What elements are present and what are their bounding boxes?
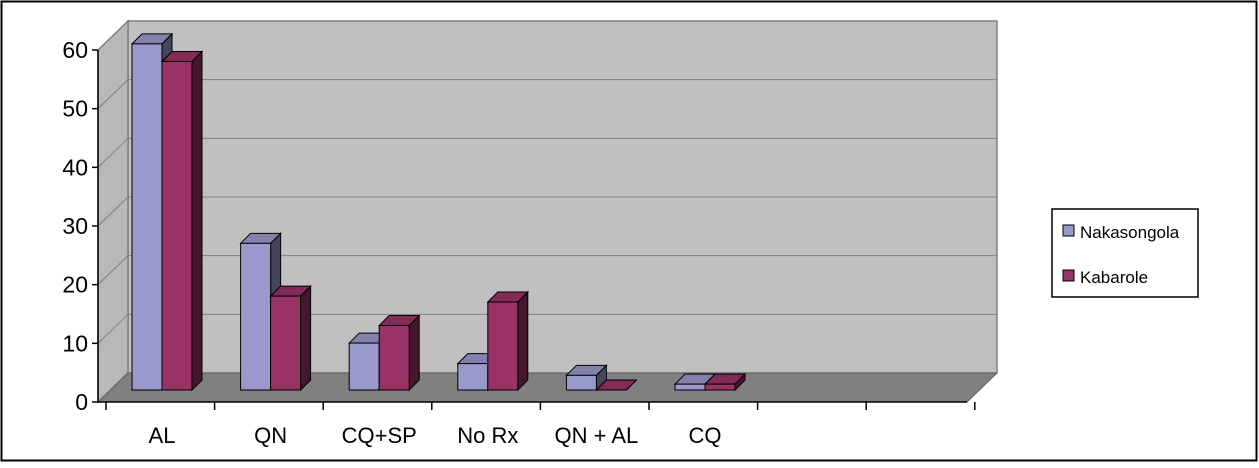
bar-side (408, 314, 420, 392)
y-tick-label: 20 (62, 272, 88, 298)
gridline-side (97, 313, 129, 344)
y-tick-label: 60 (62, 37, 88, 63)
bar-front (348, 342, 380, 391)
x-category-label: CQ (689, 423, 722, 448)
bar-front (378, 324, 410, 391)
bar-front (457, 363, 489, 391)
plot-floor (96, 372, 999, 403)
bar-kabarole-qn (269, 284, 312, 392)
bar-side (191, 50, 203, 392)
y-axis: 0 10 20 30 40 50 60 (62, 37, 976, 415)
bars (130, 32, 747, 392)
legend-box (1051, 208, 1199, 298)
bar-kabarole-no-rx (486, 290, 530, 392)
bar-front (131, 43, 163, 391)
y-tick-label: 0 (75, 389, 88, 415)
y-tick-label: 40 (62, 154, 88, 180)
y-tick-label: 30 (62, 213, 88, 239)
gridline-side (97, 196, 129, 227)
x-category-label: No Rx (457, 423, 518, 448)
bar-nakasongola-qn-al (565, 364, 608, 392)
bar-front (704, 383, 736, 391)
x-category-label: AL (149, 423, 176, 448)
legend: Nakasongola Kabarole (1051, 208, 1199, 298)
bar-front (487, 301, 519, 391)
gridline-side (97, 137, 129, 168)
legend-label-kabarole: Kabarole (1080, 268, 1148, 287)
bar-side (300, 284, 312, 392)
bar-top (595, 379, 638, 391)
bar-front (161, 60, 193, 391)
bar-front (674, 383, 706, 391)
bar-kabarole-qn-al (595, 379, 638, 391)
legend-swatch-kabarole (1062, 269, 1075, 282)
legend-swatch-nakasongola (1062, 224, 1075, 237)
bar-side (517, 290, 529, 392)
y-tick-label: 50 (62, 96, 88, 122)
bar-kabarole-cq (703, 372, 747, 392)
gridline-side (97, 79, 129, 110)
x-category-label: CQ+SP (342, 423, 417, 448)
category-labels: AL QN CQ+SP No Rx QN + AL CQ (149, 423, 722, 448)
x-category-label: QN (254, 423, 287, 448)
bar-front (270, 295, 302, 391)
x-category-label: QN + AL (555, 423, 639, 448)
gridline-side (97, 255, 129, 286)
bar-kabarole-cq-sp (377, 314, 421, 392)
gridline-side (97, 20, 129, 51)
y-tick-label: 10 (62, 330, 88, 356)
bar-front (240, 242, 272, 391)
bar-front (565, 374, 597, 391)
legend-label-nakasongola: Nakasongola (1080, 223, 1180, 242)
bar-kabarole-al (160, 50, 204, 392)
